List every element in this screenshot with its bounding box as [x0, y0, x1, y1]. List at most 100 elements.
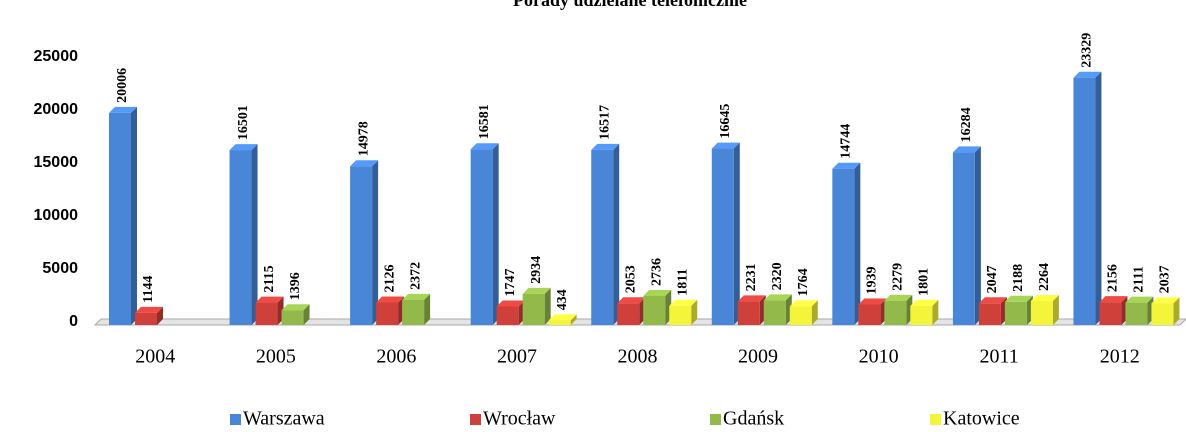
bar — [591, 149, 614, 325]
bar-top — [711, 142, 740, 149]
bar — [737, 301, 760, 325]
y-tick-label: 10000 — [34, 207, 79, 224]
bar-top — [135, 306, 163, 313]
bar — [1030, 301, 1053, 325]
value-label: 2372 — [408, 262, 423, 290]
x-tick-label: 2008 — [618, 346, 658, 368]
bar-side — [733, 142, 740, 325]
bar — [617, 303, 640, 325]
value-label: 2115 — [262, 265, 277, 292]
bar-side — [372, 160, 379, 325]
legend-label: Katowice — [943, 408, 1020, 430]
bar-top — [858, 298, 887, 305]
bar — [858, 304, 881, 325]
value-label: 1747 — [503, 268, 518, 296]
legend-label: Wrocław — [483, 408, 556, 430]
bar-side — [932, 299, 939, 325]
bar-top — [763, 294, 792, 301]
value-label: 23329 — [1080, 33, 1095, 68]
value-label: 14978 — [356, 121, 371, 156]
legend-label: Warszawa — [243, 408, 325, 430]
value-label: 16517 — [597, 105, 612, 140]
bar — [109, 112, 131, 325]
bar — [884, 300, 907, 325]
y-tick-label: 25000 — [34, 48, 79, 65]
value-label: 1939 — [865, 266, 880, 294]
y-tick-label: 0 — [69, 313, 78, 330]
x-tick-label: 2012 — [1100, 346, 1140, 368]
value-label: 2156 — [1106, 264, 1121, 292]
bar-side — [1095, 71, 1102, 325]
bar — [763, 300, 786, 325]
bar — [402, 299, 425, 325]
bar-top — [832, 162, 861, 169]
value-label: 1764 — [796, 268, 811, 296]
bar-top — [548, 314, 577, 321]
x-tick-label: 2005 — [256, 346, 296, 368]
bar — [643, 295, 666, 325]
bar — [281, 310, 304, 325]
bar — [669, 305, 692, 325]
bar-top — [978, 297, 1007, 304]
bar-top — [1099, 296, 1128, 303]
value-label: 434 — [555, 289, 570, 310]
legend-swatch — [930, 414, 941, 425]
x-tick-label: 2011 — [980, 346, 1019, 368]
bar-top — [669, 299, 698, 306]
bar-top — [591, 143, 620, 150]
bar-top — [1073, 71, 1102, 78]
bar — [1099, 302, 1122, 325]
bar-top — [281, 304, 310, 311]
bar-top — [402, 293, 431, 300]
x-tick-label: 2009 — [738, 346, 778, 368]
bar-top — [643, 289, 672, 296]
value-label: 2279 — [891, 263, 906, 291]
bar — [789, 306, 812, 325]
y-tick-label: 20000 — [34, 101, 79, 118]
value-label: 2111 — [1132, 266, 1147, 292]
bar-side — [424, 293, 431, 325]
bar-side — [1173, 297, 1180, 325]
legend-swatch — [470, 414, 481, 425]
bar-side — [974, 146, 981, 325]
bar — [978, 303, 1001, 325]
bar — [376, 302, 399, 325]
value-label: 2264 — [1037, 263, 1052, 291]
bar-top — [229, 144, 258, 151]
value-label: 16581 — [477, 104, 492, 139]
bar-top — [789, 300, 818, 307]
bar-top — [522, 287, 551, 294]
y-tick-label: 15000 — [34, 154, 79, 171]
bar-side — [492, 143, 499, 325]
value-label: 1144 — [141, 276, 156, 303]
value-label: 16284 — [959, 107, 974, 142]
bar-top — [617, 297, 646, 304]
chart-title: Porady udzielane telefonicznie — [513, 0, 747, 10]
bar-side — [613, 143, 620, 325]
bar — [496, 306, 519, 325]
x-tick-label: 2006 — [376, 346, 416, 368]
legend-swatch — [710, 414, 721, 425]
bar-top — [1030, 295, 1059, 302]
x-tick-label: 2004 — [135, 346, 175, 368]
y-tick-label: 5000 — [42, 260, 78, 277]
value-label: 2126 — [382, 264, 397, 292]
value-label: 2934 — [529, 256, 544, 284]
value-label: 1801 — [917, 268, 932, 296]
bar-top — [255, 296, 284, 303]
value-label: 14744 — [839, 124, 854, 159]
bar-top — [952, 146, 981, 153]
bar-side — [1052, 295, 1059, 325]
bar-side — [157, 306, 163, 325]
bar — [1073, 77, 1096, 325]
bar — [229, 150, 252, 325]
bar-side — [691, 299, 698, 325]
bar — [522, 293, 545, 325]
bar-top — [496, 300, 525, 307]
value-label: 20006 — [115, 68, 130, 103]
bar-side — [811, 300, 818, 325]
bar — [832, 168, 855, 325]
bar-top — [1125, 296, 1154, 303]
bar-top — [470, 143, 499, 150]
bar-side — [570, 314, 577, 325]
